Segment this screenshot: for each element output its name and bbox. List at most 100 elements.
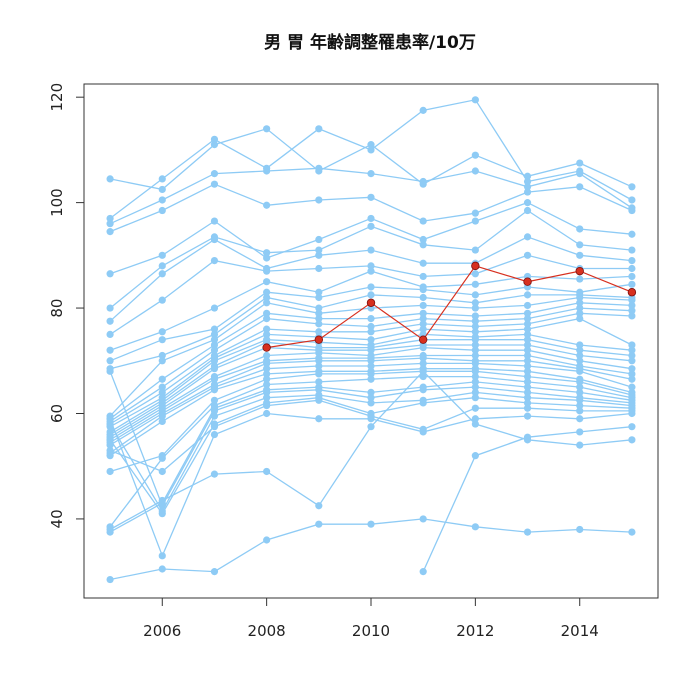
highlight-data-point — [575, 266, 584, 276]
data-point — [419, 217, 427, 225]
data-point — [210, 141, 219, 149]
data-point — [576, 396, 584, 404]
x-axis: 2006 2008 2010 2012 2014 — [143, 597, 599, 640]
data-point — [576, 428, 584, 436]
data-point — [263, 359, 271, 368]
data-point — [576, 304, 584, 312]
data-point — [210, 375, 219, 383]
data-point — [210, 217, 219, 225]
series-35 — [419, 423, 636, 576]
data-point — [419, 568, 427, 576]
data-point — [576, 309, 584, 317]
data-point — [576, 441, 584, 449]
data-point — [315, 264, 323, 273]
data-point — [576, 293, 584, 302]
data-point — [419, 301, 427, 310]
data-point — [263, 309, 271, 317]
data-point — [158, 454, 166, 462]
data-point — [263, 325, 271, 333]
y-tick-label: 80 — [48, 299, 66, 318]
data-point — [419, 272, 427, 281]
data-point — [471, 304, 479, 312]
data-point — [471, 246, 479, 254]
data-point — [471, 312, 479, 320]
data-point — [315, 304, 323, 312]
data-point — [523, 394, 532, 402]
data-point — [106, 467, 114, 476]
data-point — [523, 177, 532, 186]
data-point — [210, 330, 219, 339]
data-point — [419, 314, 427, 323]
data-point — [210, 341, 219, 349]
data-point — [158, 552, 166, 560]
data-point — [106, 436, 114, 444]
data-point — [210, 180, 219, 188]
data-point — [315, 164, 323, 172]
data-point — [471, 394, 479, 402]
data-point — [628, 370, 636, 378]
data-point — [523, 383, 532, 391]
data-point — [471, 367, 479, 375]
data-point — [367, 146, 375, 154]
data-point — [367, 262, 375, 270]
data-point — [419, 372, 427, 381]
series-14 — [106, 304, 636, 425]
data-point — [419, 309, 427, 317]
data-point — [576, 525, 584, 534]
data-point — [210, 386, 219, 394]
data-point — [106, 220, 114, 228]
data-point — [471, 96, 479, 104]
data-point — [523, 412, 532, 420]
data-point — [315, 396, 323, 404]
data-point — [471, 291, 479, 299]
data-point — [106, 446, 114, 454]
highlight-data-point — [471, 261, 480, 271]
data-point — [210, 170, 219, 178]
series-line — [422, 426, 632, 572]
series-4 — [106, 180, 636, 236]
data-point — [419, 359, 427, 368]
data-point — [263, 201, 271, 209]
data-point — [263, 254, 271, 262]
data-point — [523, 357, 532, 365]
data-point — [367, 322, 375, 331]
data-point — [523, 330, 532, 339]
data-point — [576, 299, 584, 307]
highlight-data-point — [262, 343, 271, 352]
data-point — [628, 365, 636, 373]
data-point — [158, 262, 166, 270]
data-point — [263, 375, 271, 383]
data-point — [576, 241, 584, 249]
data-point — [210, 357, 219, 365]
data-point — [158, 351, 166, 360]
data-point — [471, 341, 479, 349]
chart-title: 男 胃 年齢調整罹患率/10万 — [264, 32, 476, 53]
data-point — [263, 293, 271, 302]
data-point — [471, 336, 479, 344]
data-point — [628, 230, 636, 238]
data-point — [471, 351, 479, 360]
data-point — [367, 423, 375, 431]
data-point — [367, 314, 375, 323]
data-point — [210, 407, 219, 415]
data-point — [576, 407, 584, 415]
data-point — [158, 510, 166, 518]
data-point — [471, 404, 479, 412]
data-point — [576, 314, 584, 323]
data-point — [106, 214, 114, 223]
data-point — [367, 336, 375, 344]
data-point — [419, 515, 427, 523]
data-point — [210, 430, 219, 439]
data-point — [523, 320, 532, 328]
series-34 — [106, 367, 636, 534]
data-point — [210, 257, 219, 265]
data-point — [523, 336, 532, 344]
data-point — [158, 251, 166, 259]
data-point — [106, 525, 114, 534]
data-point — [576, 183, 584, 191]
x-tick-label: 2010 — [352, 622, 390, 640]
series-28 — [106, 367, 636, 510]
data-point — [523, 301, 532, 310]
series-10 — [106, 280, 636, 365]
